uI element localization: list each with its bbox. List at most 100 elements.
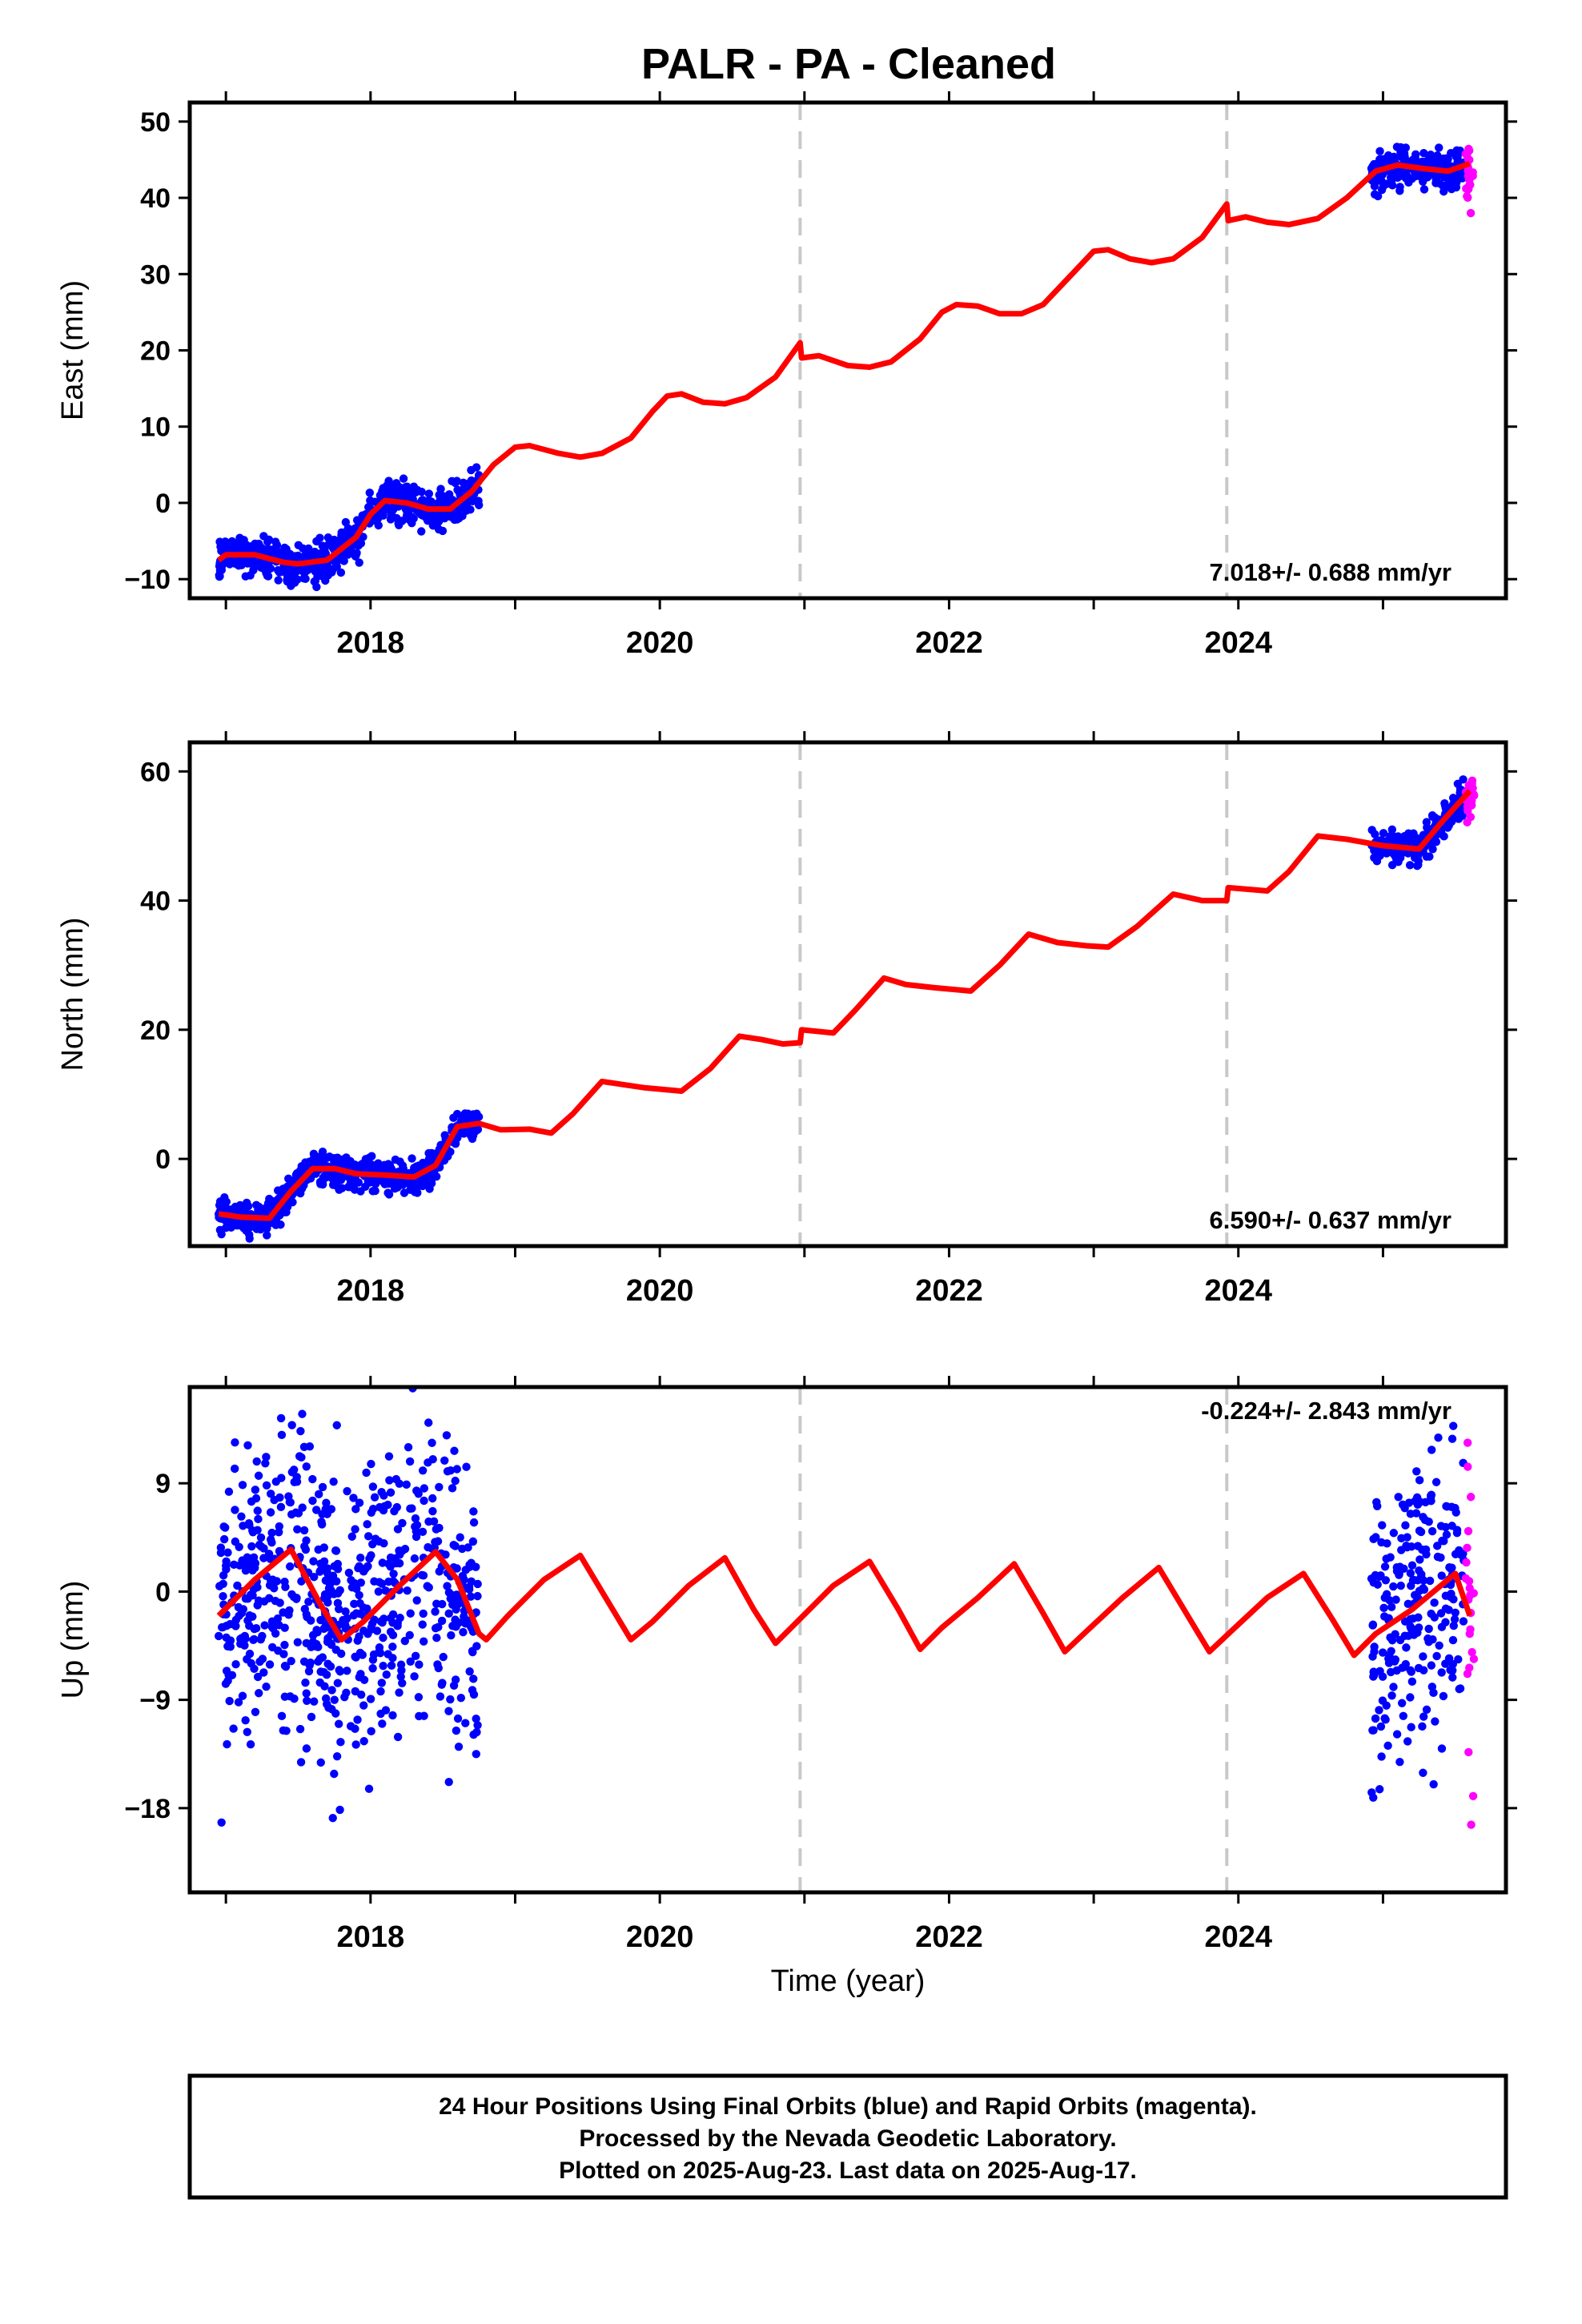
final-orbit-point	[293, 575, 302, 584]
final-orbit-point	[464, 1585, 474, 1594]
final-orbit-point	[1449, 1421, 1458, 1430]
final-orbit-point	[1402, 1643, 1411, 1652]
final-orbit-point	[1377, 1752, 1386, 1761]
final-orbit-point	[1419, 1652, 1427, 1661]
final-orbit-point	[256, 1533, 266, 1542]
final-orbit-point	[315, 1566, 325, 1575]
final-orbit-point	[355, 1590, 363, 1600]
final-orbit-point	[282, 565, 291, 574]
final-orbit-point	[450, 1446, 459, 1455]
final-orbit-point	[217, 1229, 226, 1239]
final-orbit-point	[251, 1486, 260, 1494]
final-orbit-point	[303, 1696, 311, 1705]
final-orbit-point	[331, 1546, 340, 1555]
final-orbit-point	[224, 1671, 233, 1679]
final-orbit-point	[412, 1532, 421, 1542]
final-orbit-point	[438, 1599, 447, 1609]
final-orbit-point	[1413, 1576, 1423, 1585]
final-orbit-point	[1399, 1711, 1408, 1720]
final-orbit-point	[1437, 1668, 1446, 1677]
final-orbit-point	[384, 1190, 394, 1199]
final-orbit-point	[310, 577, 319, 586]
final-orbit-point	[331, 1709, 340, 1718]
final-orbit-point	[238, 1481, 247, 1490]
footer-line-1: 24 Hour Positions Using Final Orbits (bl…	[439, 2093, 1257, 2120]
final-orbit-point	[408, 518, 416, 528]
final-orbit-point	[1415, 171, 1424, 180]
final-orbit-point	[290, 1695, 299, 1703]
final-orbit-point	[266, 1575, 275, 1585]
final-orbit-point	[229, 1724, 238, 1733]
final-orbit-point	[1396, 1581, 1405, 1590]
final-orbit-point	[1431, 1478, 1441, 1486]
final-orbit-point	[418, 1466, 428, 1475]
final-orbit-point	[219, 1534, 229, 1544]
final-orbit-point	[428, 1455, 437, 1464]
final-orbit-point	[333, 1565, 343, 1574]
final-orbit-point	[276, 548, 285, 557]
final-orbit-point	[1412, 1467, 1421, 1476]
final-orbit-point	[243, 1727, 252, 1737]
final-orbit-point	[296, 1426, 305, 1436]
final-orbit-point	[1385, 1651, 1394, 1660]
final-orbit-point	[1434, 1433, 1443, 1442]
final-orbit-point	[275, 568, 284, 577]
final-orbit-point	[315, 1157, 323, 1167]
final-orbit-point	[349, 1494, 358, 1502]
final-orbit-point	[465, 1562, 475, 1571]
final-orbit-point	[272, 541, 281, 550]
final-orbit-point	[444, 1609, 453, 1618]
final-orbit-point	[370, 1493, 379, 1502]
final-orbit-point	[1415, 1566, 1423, 1575]
final-orbit-point	[333, 1679, 343, 1687]
final-orbit-point	[255, 1202, 263, 1212]
final-orbit-point	[290, 1478, 299, 1486]
final-orbit-point	[365, 489, 374, 497]
final-orbit-point	[379, 1538, 388, 1548]
final-orbit-point	[1419, 185, 1429, 194]
final-orbit-point	[395, 1180, 404, 1189]
final-orbit-point	[398, 1518, 407, 1528]
final-orbit-point	[377, 1679, 387, 1687]
final-orbit-point	[411, 1188, 420, 1196]
final-orbit-point	[1378, 1648, 1387, 1657]
final-orbit-point	[263, 1231, 271, 1240]
final-orbit-point	[254, 1471, 263, 1480]
final-orbit-point	[1375, 155, 1384, 164]
final-orbit-point	[411, 1651, 420, 1661]
final-orbit-point	[453, 1714, 463, 1723]
final-orbit-point	[1419, 148, 1428, 158]
final-orbit-point	[245, 1230, 254, 1239]
final-orbit-point	[302, 1638, 311, 1648]
final-orbit-point	[344, 1568, 354, 1578]
final-orbit-point	[363, 1562, 372, 1571]
final-orbit-point	[266, 547, 275, 556]
final-orbit-point	[225, 1696, 234, 1706]
final-orbit-point	[461, 1719, 470, 1727]
final-orbit-point	[231, 1537, 240, 1546]
model-curve	[217, 160, 1471, 567]
final-orbit-point	[267, 1528, 276, 1538]
final-orbit-point	[221, 1679, 231, 1688]
final-orbit-point	[338, 1184, 347, 1192]
footer-line-3: Plotted on 2025-Aug-23. Last data on 202…	[559, 2157, 1137, 2184]
final-orbit-point	[306, 1616, 315, 1625]
final-orbit-point	[222, 1197, 231, 1206]
final-orbit-point	[439, 1652, 448, 1662]
final-orbit-point	[331, 561, 341, 569]
final-orbit-point	[384, 1559, 393, 1568]
rate-label: -0.224+/- 2.843 mm/yr	[1201, 1397, 1452, 1425]
final-orbit-point	[271, 1216, 280, 1224]
final-orbit-point	[1441, 1522, 1450, 1532]
rapid-orbit-point	[1468, 801, 1476, 810]
final-orbit-point	[388, 1654, 397, 1663]
final-orbit-point	[301, 1678, 310, 1687]
final-orbit-point	[435, 1482, 444, 1492]
final-orbit-point	[398, 1679, 407, 1688]
final-orbit-point	[229, 1560, 239, 1570]
final-orbit-point	[315, 1490, 323, 1499]
final-orbit-point	[1446, 1564, 1456, 1573]
final-orbit-point	[474, 501, 484, 509]
final-orbit-point	[1429, 1688, 1438, 1698]
final-orbit-point	[1430, 1598, 1439, 1607]
